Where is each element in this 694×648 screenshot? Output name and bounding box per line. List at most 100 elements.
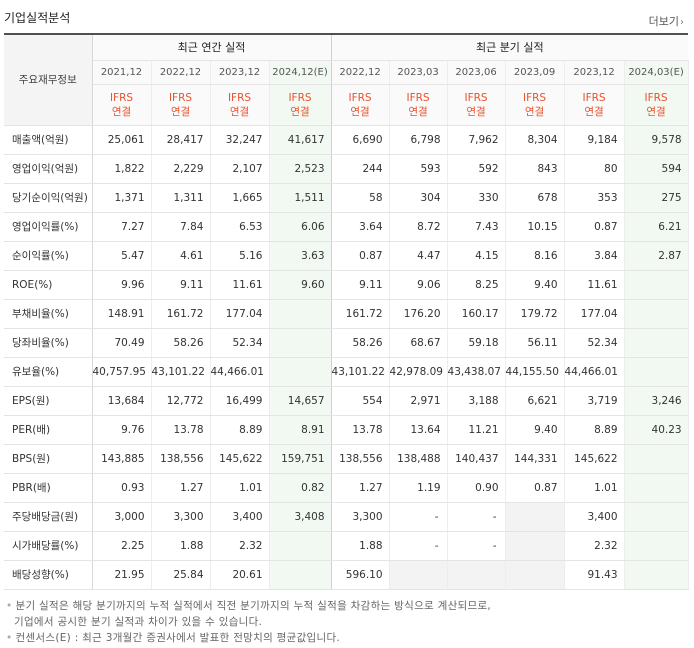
table-cell bbox=[624, 298, 689, 329]
basis-header[interactable]: IFRS 연결 bbox=[505, 84, 565, 126]
row-label: PER(배) bbox=[4, 415, 93, 445]
table-cell: 596.10 bbox=[331, 560, 390, 590]
row-label: 순이익률(%) bbox=[4, 241, 93, 271]
top-divider bbox=[4, 33, 688, 35]
table-cell: 1,511 bbox=[269, 183, 332, 213]
table-cell: 9.40 bbox=[505, 270, 565, 300]
table-cell: 13.78 bbox=[151, 415, 211, 445]
table-cell: 1,311 bbox=[151, 183, 211, 213]
table-cell: 594 bbox=[624, 154, 689, 184]
row-label: 배당성향(%) bbox=[4, 560, 93, 590]
basis-header[interactable]: IFRS 연결 bbox=[624, 84, 689, 126]
table-cell: 8,304 bbox=[505, 125, 565, 155]
table-cell: 3,408 bbox=[269, 501, 332, 532]
row-label: 매출액(억원) bbox=[4, 125, 93, 155]
table-cell: 8.89 bbox=[210, 415, 270, 445]
basis-scope: 연결 bbox=[408, 105, 428, 118]
table-cell: 138,556 bbox=[331, 444, 390, 474]
footnote-1-line-1: 분기 실적은 해당 분기까지의 누적 실적에서 직전 분기까지의 누적 실적을 … bbox=[15, 600, 492, 612]
table-row: ROE(%) 9.96 9.11 11.61 9.60 9.11 9.06 8.25 9.40 1… bbox=[4, 270, 689, 300]
row-label: 부채비율(%) bbox=[4, 298, 93, 329]
table-row: 매출액(억원) 25,061 28,417 32,247 41,617 6,690 6,79… bbox=[4, 125, 689, 155]
basis-scope: 연결 bbox=[170, 105, 191, 118]
table-row: 영업이익률(%) 7.27 7.84 6.53 6.06 3.64 8.72 7.43 10.1… bbox=[4, 211, 689, 242]
table-cell bbox=[624, 501, 689, 532]
table-cell: 138,488 bbox=[389, 444, 448, 474]
table-cell: 16,499 bbox=[210, 385, 270, 416]
table-cell: 177.04 bbox=[564, 298, 625, 329]
table-cell: 7.43 bbox=[447, 211, 506, 242]
basis-header[interactable]: IFRS 연결 bbox=[447, 84, 506, 126]
basis-standard: IFRS bbox=[644, 91, 668, 104]
table-cell: 70.49 bbox=[92, 328, 152, 358]
period-header: 2022,12 bbox=[151, 60, 211, 85]
basis-header[interactable]: IFRS 연결 bbox=[269, 84, 332, 126]
basis-standard: IFRS bbox=[522, 91, 547, 104]
basis-header[interactable]: IFRS 연결 bbox=[389, 84, 448, 126]
period-header: 2023,03 bbox=[389, 60, 448, 85]
table-cell: 9.40 bbox=[505, 415, 565, 445]
more-link[interactable]: 더보기› bbox=[649, 13, 684, 29]
table-row: 당기순이익(억원) 1,371 1,311 1,665 1,511 58 304 330 678… bbox=[4, 183, 689, 213]
table-cell: 6.21 bbox=[624, 211, 689, 242]
table-cell: 3,300 bbox=[151, 501, 211, 532]
table-cell: - bbox=[389, 531, 448, 561]
table-cell: 0.87 bbox=[505, 473, 565, 503]
table-cell: 20.61 bbox=[210, 560, 270, 590]
table-cell: 9.96 bbox=[92, 270, 152, 300]
table-row: 배당성향(%) 21.95 25.84 20.61 596.10 91.43 bbox=[4, 560, 689, 590]
table-cell: 3,246 bbox=[624, 385, 689, 416]
table-cell: 58.26 bbox=[331, 328, 390, 358]
table-cell: 9,578 bbox=[624, 125, 689, 155]
table-cell bbox=[624, 531, 689, 561]
section-title: 기업실적분석 bbox=[4, 11, 71, 25]
footnote-2: • 컨센서스(E) : 최근 3개월간 증권사에서 발표한 전망치의 평균값입니다… bbox=[6, 632, 341, 644]
row-label: 시가배당률(%) bbox=[4, 531, 93, 561]
basis-header[interactable]: IFRS 연결 bbox=[210, 84, 270, 126]
period-header: 2024,12(E) bbox=[269, 60, 332, 85]
table-cell: 0.90 bbox=[447, 473, 506, 503]
table-cell: 9,184 bbox=[564, 125, 625, 155]
table-cell: 1.01 bbox=[564, 473, 625, 503]
financial-table: 주요재무정보 최근 연간 실적 최근 분기 실적 2021,12 2022,12 2… bbox=[4, 35, 689, 590]
table-cell: 9.11 bbox=[331, 270, 390, 300]
basis-standard: IFRS bbox=[406, 91, 430, 104]
basis-header[interactable]: IFRS 연결 bbox=[92, 84, 152, 126]
table-cell: - bbox=[389, 501, 448, 532]
table-cell: 1.19 bbox=[389, 473, 448, 503]
table-cell: 1.27 bbox=[151, 473, 211, 503]
table-cell: 6.53 bbox=[210, 211, 270, 242]
basis-header[interactable]: IFRS 연결 bbox=[331, 84, 390, 126]
table-cell: 13.78 bbox=[331, 415, 390, 445]
table-row: 주당배당금(원) 3,000 3,300 3,400 3,408 3,300- -3,400 bbox=[4, 501, 689, 532]
table-cell: 2,971 bbox=[389, 385, 448, 416]
table-cell: 148.91 bbox=[92, 298, 152, 329]
basis-standard: IFRS bbox=[109, 91, 134, 104]
table-cell: 2,523 bbox=[269, 154, 332, 184]
table-cell: 3.64 bbox=[331, 211, 390, 242]
table-row: 유보율(%) 40,757.95 43,101.22 44,466.01 43,101.… bbox=[4, 357, 689, 387]
basis-standard: IFRS bbox=[464, 91, 488, 104]
table-cell: 177.04 bbox=[210, 298, 270, 329]
table-cell bbox=[269, 298, 332, 329]
table-cell: 9.11 bbox=[151, 270, 211, 300]
table-cell: 13.64 bbox=[389, 415, 448, 445]
basis-header[interactable]: IFRS 연결 bbox=[151, 84, 211, 126]
basis-header[interactable]: IFRS 연결 bbox=[564, 84, 625, 126]
row-label: 당기순이익(억원) bbox=[4, 183, 93, 213]
table-cell: 68.67 bbox=[389, 328, 448, 358]
row-label: PBR(배) bbox=[4, 473, 93, 503]
table-cell: 13,684 bbox=[92, 385, 152, 416]
table-cell: 8.91 bbox=[269, 415, 332, 445]
table-row: EPS(원) 13,684 12,772 16,499 14,657 554 2,971 3,… bbox=[4, 385, 689, 416]
table-cell: 7,962 bbox=[447, 125, 506, 155]
table-cell: 44,155.50 bbox=[505, 357, 565, 387]
period-header: 2023,06 bbox=[447, 60, 506, 85]
period-header: 2024,03(E) bbox=[624, 60, 689, 85]
table-cell bbox=[269, 328, 332, 358]
table-cell: 58 bbox=[331, 183, 390, 213]
table-cell: 59.18 bbox=[447, 328, 506, 358]
basis-standard: IFRS bbox=[582, 91, 606, 104]
table-cell bbox=[269, 357, 332, 387]
table-cell: 6,690 bbox=[331, 125, 390, 155]
